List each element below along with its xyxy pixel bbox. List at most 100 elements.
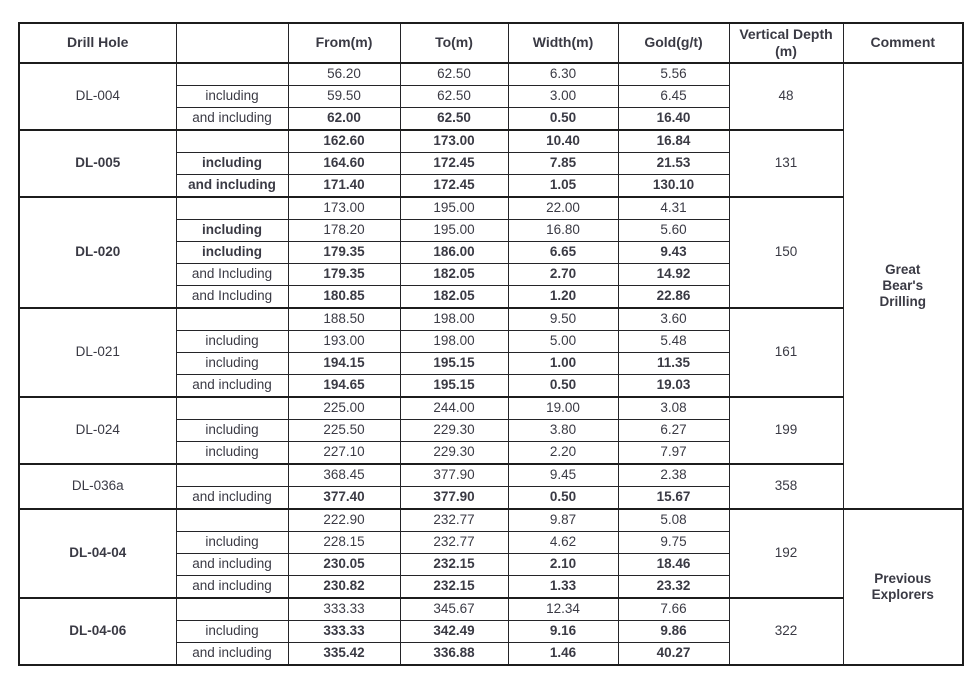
gold-cell: 40.27 <box>617 642 730 666</box>
gold-cell: 6.27 <box>617 419 730 442</box>
vertical-depth-cell: 199 <box>728 396 844 465</box>
width-cell: 0.50 <box>507 107 619 131</box>
table-row: including 194.15 195.15 1.00 11.35 <box>19 352 963 375</box>
to-cell: 195.00 <box>399 196 509 220</box>
to-cell: 182.05 <box>399 263 509 286</box>
vertical-depth-cell: 150 <box>728 196 844 309</box>
width-cell: 1.20 <box>507 285 619 309</box>
gold-cell: 15.67 <box>617 486 730 510</box>
qualifier-cell: and including <box>175 486 289 510</box>
from-cell: 62.00 <box>287 107 401 131</box>
gold-cell: 16.40 <box>617 107 730 131</box>
width-cell: 6.30 <box>507 62 619 86</box>
vertical-depth-cell: 358 <box>728 463 844 510</box>
width-cell: 0.50 <box>507 374 619 398</box>
width-cell: 1.33 <box>507 575 619 599</box>
qualifier-cell: and including <box>175 374 289 398</box>
column-header-qualifier <box>175 22 289 64</box>
gold-cell: 22.86 <box>617 285 730 309</box>
table-row: and including 194.65 195.15 0.50 19.03 <box>19 374 963 398</box>
gold-cell: 5.60 <box>617 219 730 242</box>
to-cell: 342.49 <box>399 620 509 643</box>
drill-hole-cell: DL-005 <box>18 129 177 198</box>
comment-cell: Previous Explorers <box>842 508 964 666</box>
from-cell: 227.10 <box>287 441 401 465</box>
to-cell: 345.67 <box>399 597 509 621</box>
qualifier-cell: and including <box>175 553 289 576</box>
to-cell: 62.50 <box>399 107 509 131</box>
width-cell: 9.87 <box>507 508 619 532</box>
from-cell: 179.35 <box>287 241 401 264</box>
width-cell: 12.34 <box>507 597 619 621</box>
table-row: including 59.50 62.50 3.00 6.45 <box>19 85 963 108</box>
qualifier-cell: including <box>175 241 289 264</box>
table-row: DL-021 188.50 198.00 9.50 3.60 161 <box>18 307 963 398</box>
gold-cell: 23.32 <box>617 575 730 599</box>
from-cell: 178.20 <box>287 219 401 242</box>
gold-cell: 4.31 <box>617 196 730 220</box>
qualifier-cell: including <box>175 330 289 353</box>
to-cell: 229.30 <box>399 441 509 465</box>
qualifier-cell: including <box>175 620 289 643</box>
from-cell: 162.60 <box>287 129 401 153</box>
table-row: including 228.15 232.77 4.62 9.75 <box>19 531 963 554</box>
gold-cell: 9.86 <box>617 620 730 643</box>
vertical-depth-cell: 48 <box>728 62 844 131</box>
to-cell: 182.05 <box>399 285 509 309</box>
drill-hole-cell: DL-04-04 <box>18 508 177 599</box>
from-cell: 333.33 <box>287 597 401 621</box>
to-cell: 336.88 <box>399 642 509 666</box>
qualifier-cell: including <box>175 219 289 242</box>
qualifier-cell: and including <box>175 575 289 599</box>
drill-hole-cell: DL-036a <box>18 463 177 510</box>
gold-cell: 7.66 <box>617 597 730 621</box>
from-cell: 377.40 <box>287 486 401 510</box>
qualifier-cell <box>175 62 289 86</box>
to-cell: 195.15 <box>399 352 509 375</box>
to-cell: 198.00 <box>399 307 509 331</box>
qualifier-cell <box>175 508 289 532</box>
qualifier-cell: including <box>175 152 289 175</box>
vertical-depth-cell: 131 <box>728 129 844 198</box>
table-row: and Including 180.85 182.05 1.20 22.86 <box>19 285 963 309</box>
from-cell: 180.85 <box>287 285 401 309</box>
qualifier-cell: including <box>175 441 289 465</box>
from-cell: 56.20 <box>287 62 401 86</box>
gold-cell: 11.35 <box>617 352 730 375</box>
drill-hole-cell: DL-04-06 <box>18 597 177 666</box>
gold-cell: 5.48 <box>617 330 730 353</box>
column-header-drill-hole: Drill Hole <box>18 22 177 64</box>
vertical-depth-cell: 161 <box>728 307 844 398</box>
gold-cell: 18.46 <box>617 553 730 576</box>
gold-cell: 130.10 <box>617 174 730 198</box>
qualifier-cell <box>175 463 289 487</box>
gold-cell: 7.97 <box>617 441 730 465</box>
table-row: and including 335.42 336.88 1.46 40.27 <box>19 642 963 666</box>
to-cell: 62.50 <box>399 85 509 108</box>
gold-cell: 6.45 <box>617 85 730 108</box>
from-cell: 188.50 <box>287 307 401 331</box>
qualifier-cell: and Including <box>175 285 289 309</box>
qualifier-cell: and including <box>175 107 289 131</box>
page: Drill Hole From(m) To(m) Width(m) Gold(g/t) V… <box>18 22 964 666</box>
gold-cell: 19.03 <box>617 374 730 398</box>
drill-hole-cell: DL-020 <box>18 196 177 309</box>
to-cell: 186.00 <box>399 241 509 264</box>
width-cell: 10.40 <box>507 129 619 153</box>
to-cell: 229.30 <box>399 419 509 442</box>
from-cell: 194.65 <box>287 374 401 398</box>
gold-cell: 16.84 <box>617 129 730 153</box>
table-row: and Including 179.35 182.05 2.70 14.92 <box>19 263 963 286</box>
table-row: DL-004 56.20 62.50 6.30 5.56 48 Great Bear's D… <box>18 62 964 510</box>
to-cell: 232.15 <box>399 575 509 599</box>
drill-hole-cell: DL-021 <box>18 307 177 398</box>
qualifier-cell: including <box>175 419 289 442</box>
from-cell: 173.00 <box>287 196 401 220</box>
table-row: DL-024 225.00 244.00 19.00 3.08 199 <box>18 396 963 465</box>
to-cell: 195.00 <box>399 219 509 242</box>
from-cell: 368.45 <box>287 463 401 487</box>
qualifier-cell: including <box>175 85 289 108</box>
qualifier-cell: and including <box>175 174 289 198</box>
qualifier-cell <box>175 307 289 331</box>
to-cell: 173.00 <box>399 129 509 153</box>
